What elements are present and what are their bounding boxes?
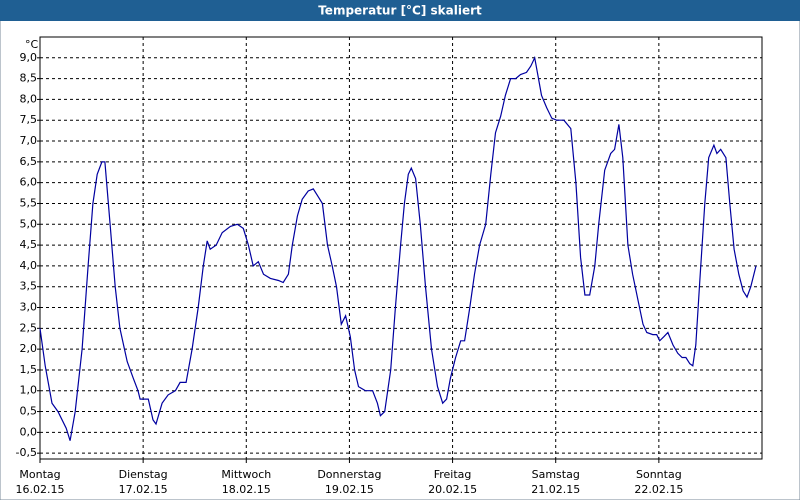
y-tick-label: 2,5 — [20, 321, 38, 334]
y-tick-label: 3,0 — [20, 301, 38, 314]
y-tick-label: 7,5 — [20, 113, 38, 126]
y-tick-label: 5,5 — [20, 196, 38, 209]
y-tick-label: 6,0 — [20, 176, 38, 189]
x-tick-label: Donnerstag — [317, 468, 381, 481]
x-tick-date: 20.02.15 — [428, 483, 477, 496]
y-tick-label: 5,0 — [20, 217, 38, 230]
x-tick-label: Montag — [19, 468, 60, 481]
x-tick-date: 18.02.15 — [222, 483, 271, 496]
y-tick-label: 8,5 — [20, 72, 38, 85]
title-bar — [0, 0, 800, 21]
y-tick-label: 4,5 — [20, 238, 38, 251]
y-tick-label: 6,5 — [20, 155, 38, 168]
y-unit: °C — [25, 38, 39, 51]
x-tick-date: 17.02.15 — [119, 483, 168, 496]
temperature-line — [39, 55, 757, 441]
y-tick-label: -0,5 — [16, 446, 37, 459]
chart-title: Temperatur [°C] skaliert — [318, 4, 482, 18]
x-tick-label: Dienstag — [119, 468, 168, 481]
y-tick-label: 4,0 — [20, 259, 38, 272]
y-tick-label: 9,0 — [20, 51, 38, 64]
x-tick-date: 19.02.15 — [325, 483, 374, 496]
y-tick-label: 2,0 — [20, 342, 38, 355]
y-tick-label: 1,5 — [20, 363, 38, 376]
x-tick-label: Sonntag — [636, 468, 682, 481]
x-tick-label: Freitag — [434, 468, 472, 481]
x-tick-date: 22.02.15 — [634, 483, 683, 496]
y-tick-label: 1,0 — [20, 384, 38, 397]
y-tick-label: 7,0 — [20, 134, 38, 147]
y-tick-label: 0,0 — [20, 425, 38, 438]
plot-frame — [39, 36, 763, 460]
y-tick-label: 3,5 — [20, 280, 38, 293]
x-tick-date: 21.02.15 — [531, 483, 580, 496]
y-tick-label: 0,5 — [20, 405, 38, 418]
x-tick-label: Samstag — [532, 468, 580, 481]
y-tick-label: 8,0 — [20, 92, 38, 105]
x-tick-label: Mittwoch — [221, 468, 271, 481]
x-tick-date: 16.02.15 — [16, 483, 65, 496]
